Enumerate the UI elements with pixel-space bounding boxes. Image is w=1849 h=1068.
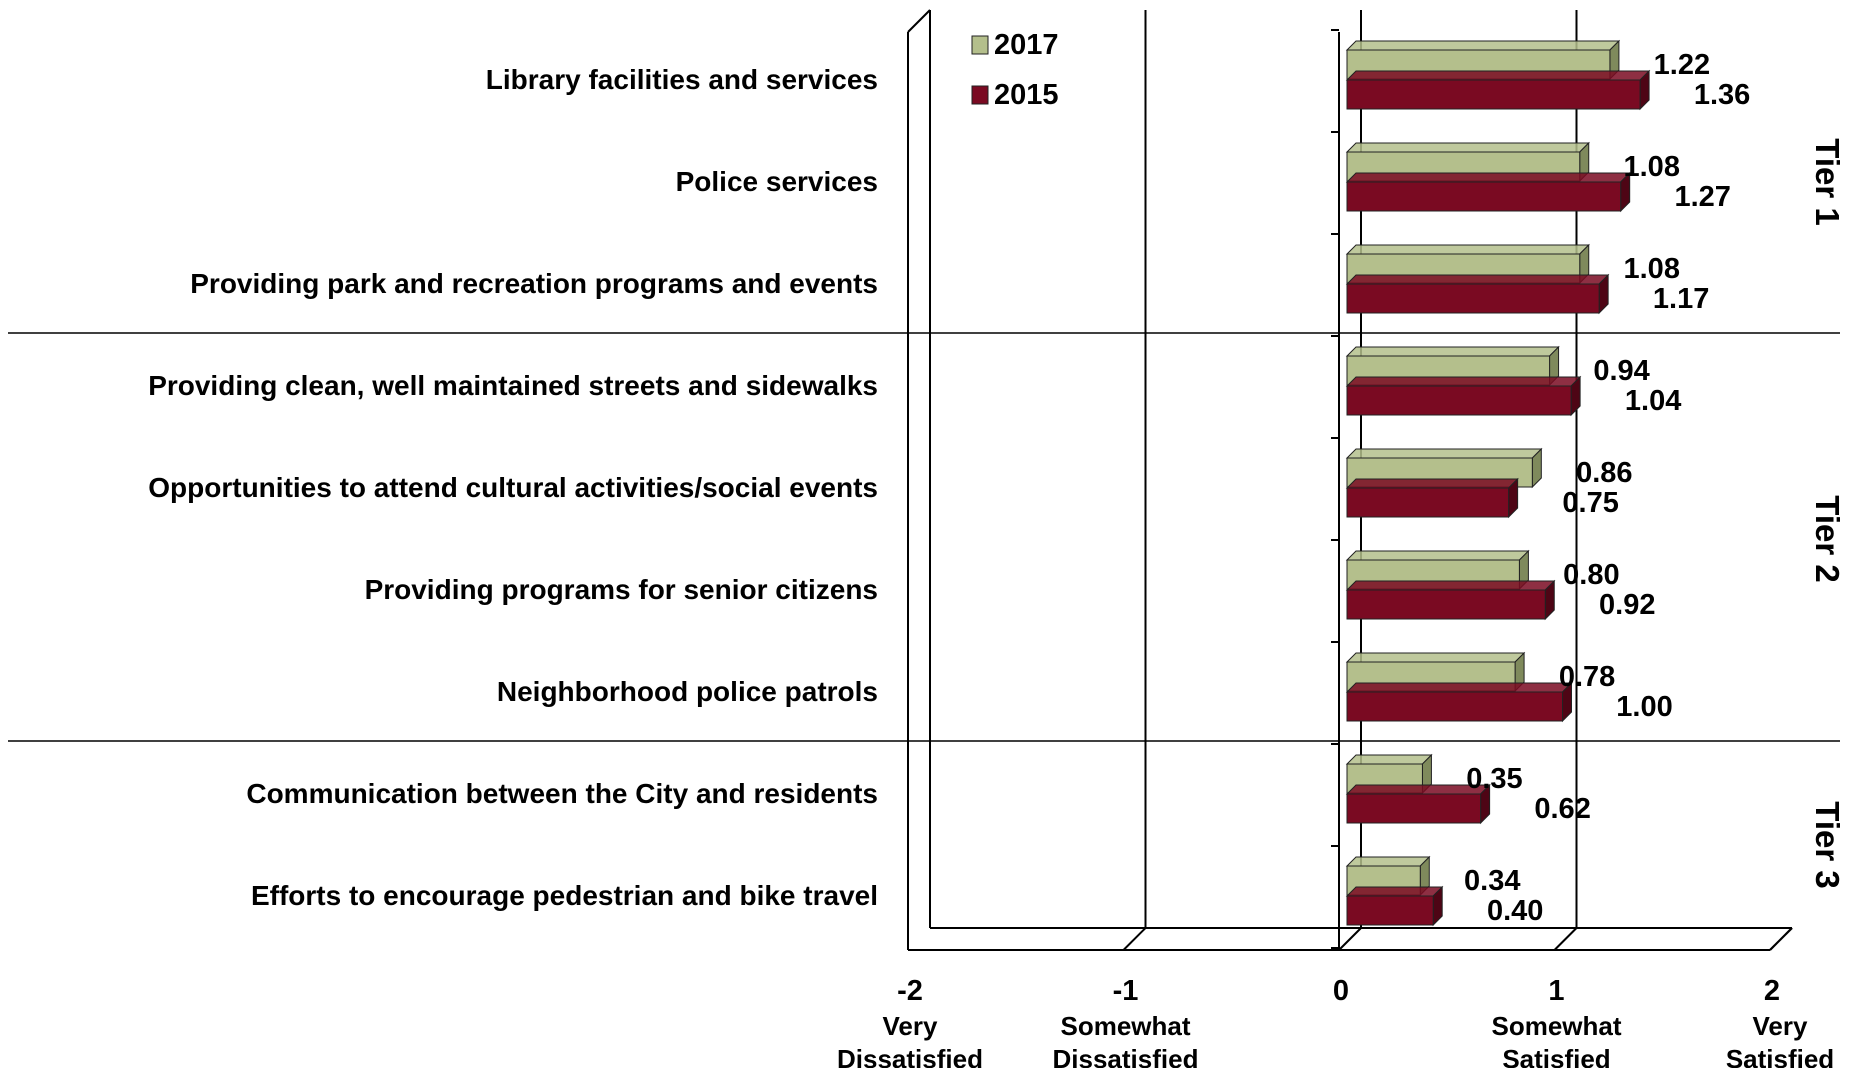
tier-separators [8,332,1840,742]
x-tick-descriptor: Somewhat [1491,1011,1621,1041]
value-label: 0.86 [1576,457,1632,489]
value-label: 0.75 [1562,487,1618,519]
bar-top-face [1345,274,1610,285]
x-tick-label: 0 [1333,975,1349,1007]
bar-2015-3 [1346,385,1572,416]
category-label: Providing programs for senior citizens [365,574,878,605]
legend: 2017 2015 [971,29,1059,111]
bar-2015-0 [1346,79,1641,110]
bar-top-face [1345,70,1651,81]
category-label: Communication between the City and resid… [246,778,878,809]
bar-top-face [1345,478,1519,489]
value-label: 0.35 [1466,763,1522,795]
value-label: 1.27 [1674,181,1730,213]
value-label: 1.36 [1694,79,1750,111]
bars [1345,39,1651,927]
category-labels: Library facilities and services Police se… [148,64,878,911]
bar-top-face [1345,754,1433,765]
x-tick-label: -2 [897,975,923,1007]
bar-top-face [1345,448,1543,459]
x-tick-descriptor: Dissatisfied [1053,1044,1199,1068]
floor-gridline [1769,927,1793,951]
value-label: 1.22 [1654,49,1710,81]
value-label: 1.08 [1624,253,1680,285]
bar-2015-2 [1346,283,1600,314]
tier-labels: Tier 1 Tier 2 Tier 3 [1809,138,1846,888]
x-tick-descriptor: Dissatisfied [837,1044,983,1068]
bar-2015-1 [1346,181,1622,212]
tier-label: Tier 3 [1809,801,1846,888]
bar-top-face [1345,172,1631,183]
bar-2015-6 [1346,691,1563,722]
wall-top-edge [907,9,931,33]
bar-top-face [1345,40,1621,51]
bar-top-face [1345,886,1444,897]
x-tick-descriptor: Satisfied [1502,1044,1610,1068]
x-tick-descriptor: Satisfied [1726,1044,1834,1068]
value-label: 1.17 [1653,283,1709,315]
bar-top-face [1345,580,1556,591]
value-label: 1.04 [1625,385,1681,417]
value-label: 0.80 [1563,559,1619,591]
value-label: 0.40 [1487,895,1543,927]
x-tick-label: 2 [1764,975,1780,1007]
bar-top-face [1345,856,1431,867]
bar-top-face [1345,376,1582,387]
category-label: Neighborhood police patrols [497,676,878,707]
legend-label: 2015 [994,79,1059,111]
x-tick-descriptor: Very [1753,1011,1808,1041]
bar-2015-8 [1346,895,1434,926]
bar-top-face [1345,346,1560,357]
category-label: Providing clean, well maintained streets… [148,370,878,401]
value-label: 0.34 [1464,865,1520,897]
value-label: 1.00 [1616,691,1672,723]
bar-top-face [1345,142,1590,153]
bar-top-face [1345,550,1530,561]
x-tick-descriptor: Somewhat [1060,1011,1190,1041]
category-label: Providing park and recreation programs a… [190,268,878,299]
value-label: 1.08 [1624,151,1680,183]
legend-swatch-2017 [971,35,989,55]
x-tick-label: -1 [1113,975,1139,1007]
x-tick-label: 1 [1548,975,1564,1007]
value-label: 0.78 [1559,661,1615,693]
legend-label: 2017 [994,29,1059,61]
tier-label: Tier 1 [1809,138,1846,225]
value-label: 0.92 [1599,589,1655,621]
x-tick-descriptor: Very [883,1011,938,1041]
value-label: 0.62 [1534,793,1590,825]
floor-gridline [1553,927,1578,951]
bar-top-face [1345,652,1526,663]
category-label: Efforts to encourage pedestrian and bike… [251,880,878,911]
tier-label: Tier 2 [1809,495,1846,582]
value-label: 0.94 [1593,355,1649,387]
category-label: Library facilities and services [486,64,878,95]
category-label: Police services [676,166,878,197]
category-label: Opportunities to attend cultural activit… [148,472,878,503]
x-axis: -2 Very Dissatisfied -1 Somewhat Dissatisfied… [837,975,1834,1068]
floor-gridline [1338,927,1362,951]
floor-gridline [1122,927,1147,951]
bar-2015-7 [1346,793,1482,824]
bar-2015-5 [1346,589,1546,620]
value-labels: 1.221.361.081.271.081.170.941.040.860.75… [1464,49,1750,927]
bar-top-face [1345,244,1590,255]
legend-swatch-2015 [971,85,989,105]
bar-2015-4 [1346,487,1510,518]
bar-top-face [1345,682,1573,693]
